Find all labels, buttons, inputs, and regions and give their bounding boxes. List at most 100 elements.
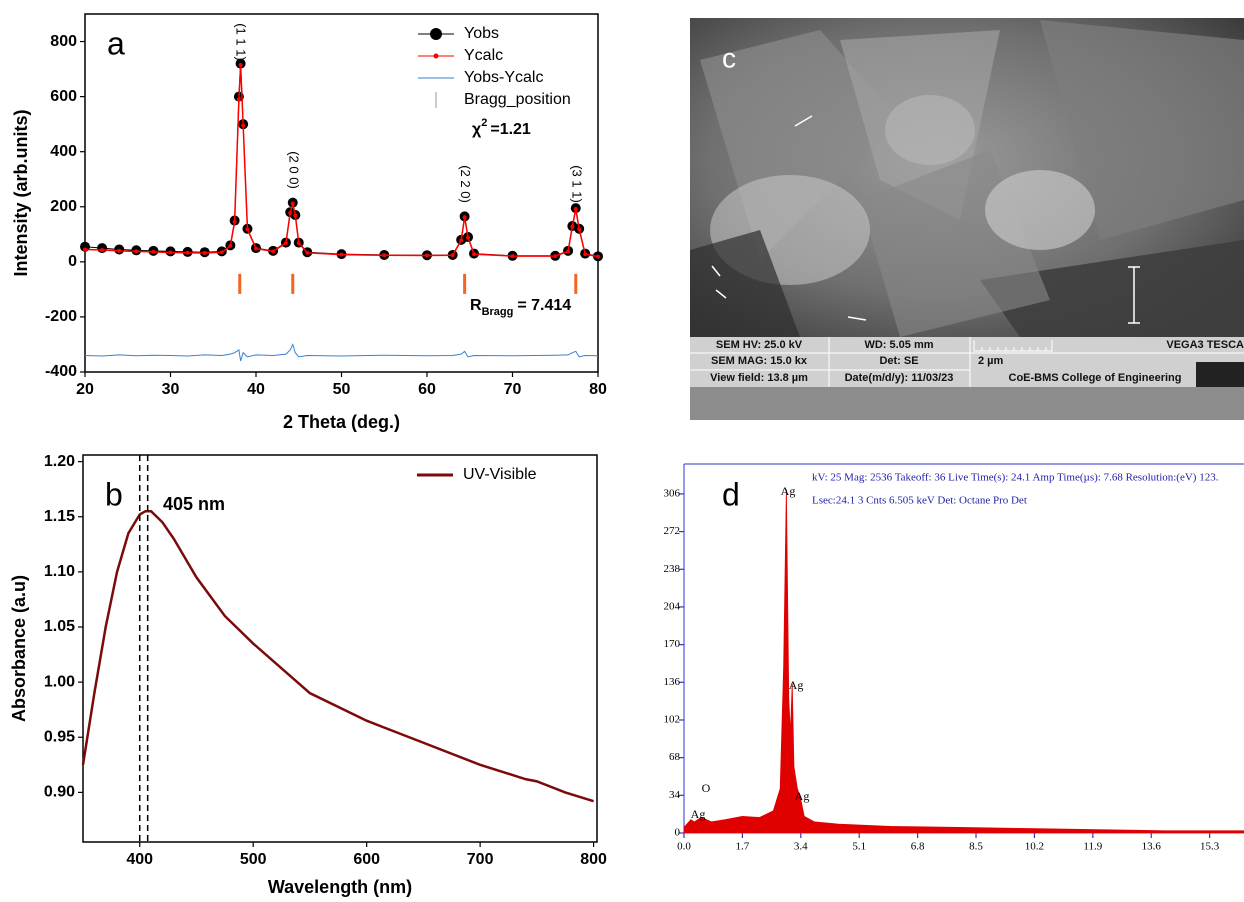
chi-symbol: χ xyxy=(472,121,482,138)
peak-label: Ag xyxy=(795,789,810,803)
info-bar xyxy=(690,337,1244,387)
peak-label: (3 1 1) xyxy=(569,165,584,203)
y-tick-label: 272 xyxy=(664,525,681,537)
x-tick-label: 3.4 xyxy=(794,841,808,853)
r-bragg: RBragg = 7.414 xyxy=(470,297,571,318)
calc-point xyxy=(254,246,258,251)
legend-label: UV-Visible xyxy=(463,466,537,483)
legend-label: Ycalc xyxy=(464,47,503,64)
x-tick-label: 500 xyxy=(240,851,267,868)
x-tick-label: 20 xyxy=(76,381,94,398)
calc-point xyxy=(553,254,558,259)
y-tick-label: 1.05 xyxy=(44,618,75,635)
spectrum-header: Lsec:24.1 3 Cnts 6.505 keV Det: Octane P… xyxy=(812,495,1027,507)
scale-marks xyxy=(711,115,1140,324)
y-tick-label: 136 xyxy=(664,676,681,688)
series-line xyxy=(84,343,599,362)
spectrum-header: kV: 25 Mag: 2536 Takeoff: 36 Live Time(s… xyxy=(812,472,1219,484)
y-tick-label: 400 xyxy=(50,143,77,160)
peak-label: Ag xyxy=(691,807,706,821)
y-tick-label: 68 xyxy=(669,751,681,763)
panel-d: 0.0 1.7 3.4 5.1 6.8 8.5 10.2 11.9 13.6 15.3 0 34 68 1… xyxy=(664,463,1244,853)
panel-letter: c xyxy=(722,42,736,73)
x-tick-label: 600 xyxy=(353,851,380,868)
calc-point xyxy=(232,219,237,224)
x-tick-label: 800 xyxy=(580,851,607,868)
y-tick-label: 238 xyxy=(664,563,681,575)
shadow xyxy=(690,230,800,337)
legend-entry: Yobs xyxy=(418,25,499,42)
y-tick-label: -400 xyxy=(45,363,77,380)
x-tick-label: 30 xyxy=(162,381,180,398)
legend-label: Yobs xyxy=(464,25,499,42)
r-value: = 7.414 xyxy=(517,297,571,314)
chi-value: =1.21 xyxy=(490,121,531,138)
crystal xyxy=(1040,20,1244,240)
info-text: VEGA3 TESCA xyxy=(1166,339,1244,351)
r-subscript: Bragg xyxy=(482,306,514,318)
x-tick-label: 6.8 xyxy=(911,841,925,853)
x-tick-label: 400 xyxy=(126,851,153,868)
y-tick-label: 306 xyxy=(664,487,681,499)
y-tick-label: 1.15 xyxy=(44,508,75,525)
calc-point xyxy=(236,97,241,102)
calc-point xyxy=(238,62,243,67)
chi-squared: χ2 =1.21 xyxy=(472,117,531,138)
calc-point xyxy=(185,250,190,255)
calc-point xyxy=(293,213,298,218)
peak-label: Ag xyxy=(789,678,804,692)
calc-point xyxy=(596,254,600,259)
x-tick-label: 80 xyxy=(589,381,607,398)
info-text: View field: 13.8 µm xyxy=(710,372,808,384)
cluster xyxy=(885,95,975,165)
scale-ruler xyxy=(973,340,1053,352)
calc-point xyxy=(168,250,173,255)
calc-point xyxy=(83,247,87,252)
x-tick-label: 0.0 xyxy=(677,841,691,853)
calc-point xyxy=(283,241,288,246)
calc-point xyxy=(219,250,224,255)
calc-point xyxy=(339,252,344,257)
peak-label: Ag xyxy=(781,484,796,498)
legend-entry: Ycalc xyxy=(418,47,503,64)
info-grid xyxy=(690,337,1244,387)
calc-point xyxy=(296,241,301,246)
peak-label: (2 2 0) xyxy=(458,165,473,203)
r-symbol: R xyxy=(470,297,482,314)
calc-point xyxy=(573,206,578,211)
calc-point xyxy=(382,253,387,258)
logo-box xyxy=(1196,362,1244,387)
y-tick-label: 800 xyxy=(50,33,77,50)
y-tick-label: 102 xyxy=(664,714,681,726)
calc-point xyxy=(288,210,293,215)
y-tick-label: 34 xyxy=(669,789,681,801)
cluster xyxy=(985,170,1095,250)
spectrum xyxy=(683,489,1244,834)
plot-frame xyxy=(82,454,598,843)
calc-point xyxy=(202,251,207,256)
y-axis-label: Intensity (arb.units) xyxy=(11,109,31,276)
calc-point xyxy=(228,243,233,248)
calc-point xyxy=(466,235,471,240)
panel-a: 20 30 40 50 60 70 80 -400 -200 0 200 400 600 800 2 The… xyxy=(11,13,607,432)
calc-point xyxy=(425,253,429,258)
x-tick-label: 60 xyxy=(418,381,436,398)
info-text: Det: SE xyxy=(879,355,918,367)
x-tick-label: 5.1 xyxy=(852,841,866,853)
panel-c: c SEM HV: 25.0 kV WD: 5.05 mm VEGA3 TESC… xyxy=(690,18,1244,420)
legend-label: Bragg_position xyxy=(464,91,571,108)
calc-point xyxy=(245,227,250,232)
calc-point xyxy=(290,201,295,206)
calc-point xyxy=(271,249,276,254)
info-text: 2 µm xyxy=(978,355,1004,367)
calc-point xyxy=(117,248,122,253)
info-text: CoE-BMS College of Engineering xyxy=(1009,372,1182,384)
calc-point xyxy=(510,254,515,259)
plot-frame xyxy=(84,13,599,373)
series-line xyxy=(81,509,594,803)
info-text: SEM MAG: 15.0 kx xyxy=(711,355,808,367)
panel-b: 400 500 600 700 800 0.90 0.95 1.00 1.05 1.10 1.15 1… xyxy=(9,453,607,897)
y-tick-label: 204 xyxy=(664,600,681,612)
x-tick-label: 8.5 xyxy=(969,841,983,853)
